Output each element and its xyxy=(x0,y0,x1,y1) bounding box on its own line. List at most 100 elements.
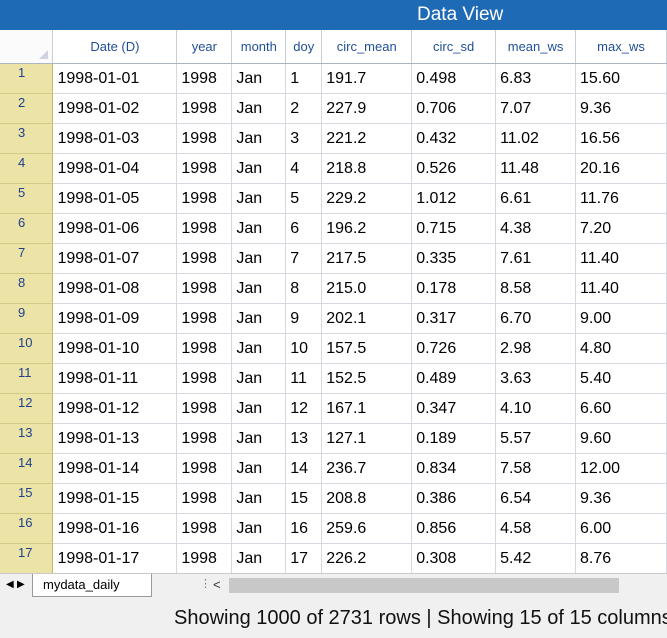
triangle-left-icon[interactable]: ◀ xyxy=(6,579,14,590)
cell-mean-ws[interactable]: 6.54 xyxy=(495,483,577,514)
horizontal-scrollbar[interactable] xyxy=(229,578,619,593)
cell-circ-sd[interactable]: 0.308 xyxy=(411,543,497,573)
cell-circ-sd[interactable]: 0.189 xyxy=(411,423,497,454)
cell-row-number[interactable]: 14 xyxy=(0,453,54,484)
cell-doy[interactable]: 12 xyxy=(285,393,323,424)
cell-circ-mean[interactable]: 202.1 xyxy=(321,303,413,334)
cell-doy[interactable]: 7 xyxy=(285,243,323,274)
cell-doy[interactable]: 16 xyxy=(285,513,323,544)
cell-year[interactable]: 1998 xyxy=(176,183,233,214)
cell-date[interactable]: 1998-01-07 xyxy=(52,243,178,274)
table-row[interactable]: 15 1998-01-15 1998 Jan 15 208.8 0.386 6.54 9.36 xyxy=(0,483,667,514)
table-row[interactable]: 17 1998-01-17 1998 Jan 17 226.2 0.308 5.42 8.76 xyxy=(0,543,667,573)
cell-date[interactable]: 1998-01-02 xyxy=(52,93,178,124)
cell-max-ws[interactable]: 9.00 xyxy=(575,303,667,334)
cell-circ-mean[interactable]: 191.7 xyxy=(321,63,413,94)
cell-mean-ws[interactable]: 7.58 xyxy=(495,453,577,484)
cell-circ-mean[interactable]: 227.9 xyxy=(321,93,413,124)
cell-date[interactable]: 1998-01-06 xyxy=(52,213,178,244)
cell-row-number[interactable]: 2 xyxy=(0,93,54,124)
cell-year[interactable]: 1998 xyxy=(176,393,233,424)
cell-year[interactable]: 1998 xyxy=(176,123,233,154)
cell-doy[interactable]: 8 xyxy=(285,273,323,304)
table-row[interactable]: 6 1998-01-06 1998 Jan 6 196.2 0.715 4.38 7.20 xyxy=(0,213,667,244)
cell-circ-mean[interactable]: 196.2 xyxy=(321,213,413,244)
cell-date[interactable]: 1998-01-15 xyxy=(52,483,178,514)
table-row[interactable]: 5 1998-01-05 1998 Jan 5 229.2 1.012 6.61 11.76 xyxy=(0,183,667,214)
cell-max-ws[interactable]: 4.80 xyxy=(575,333,667,364)
cell-month[interactable]: Jan xyxy=(231,513,287,544)
table-row[interactable]: 2 1998-01-02 1998 Jan 2 227.9 0.706 7.07 9.36 xyxy=(0,93,667,124)
cell-max-ws[interactable]: 6.60 xyxy=(575,393,667,424)
cell-month[interactable]: Jan xyxy=(231,423,287,454)
cell-month[interactable]: Jan xyxy=(231,93,287,124)
cell-month[interactable]: Jan xyxy=(231,543,287,573)
cell-circ-sd[interactable]: 0.386 xyxy=(411,483,497,514)
cell-row-number[interactable]: 16 xyxy=(0,513,54,544)
cell-mean-ws[interactable]: 2.98 xyxy=(495,333,577,364)
column-header-mean-ws[interactable]: mean_ws xyxy=(495,30,577,64)
cell-circ-sd[interactable]: 0.526 xyxy=(411,153,497,184)
cell-circ-sd[interactable]: 0.432 xyxy=(411,123,497,154)
cell-mean-ws[interactable]: 4.10 xyxy=(495,393,577,424)
cell-row-number[interactable]: 7 xyxy=(0,243,54,274)
cell-month[interactable]: Jan xyxy=(231,63,287,94)
table-row[interactable]: 13 1998-01-13 1998 Jan 13 127.1 0.189 5.57 9.60 xyxy=(0,423,667,454)
cell-doy[interactable]: 11 xyxy=(285,363,323,394)
cell-circ-mean[interactable]: 167.1 xyxy=(321,393,413,424)
cell-date[interactable]: 1998-01-10 xyxy=(52,333,178,364)
cell-year[interactable]: 1998 xyxy=(176,243,233,274)
cell-mean-ws[interactable]: 4.38 xyxy=(495,213,577,244)
cell-doy[interactable]: 14 xyxy=(285,453,323,484)
cell-month[interactable]: Jan xyxy=(231,243,287,274)
cell-circ-mean[interactable]: 208.8 xyxy=(321,483,413,514)
column-header-circ-sd[interactable]: circ_sd xyxy=(411,30,497,64)
cell-date[interactable]: 1998-01-05 xyxy=(52,183,178,214)
triangle-right-icon[interactable]: ▶ xyxy=(17,579,25,590)
cell-month[interactable]: Jan xyxy=(231,273,287,304)
cell-circ-sd[interactable]: 0.834 xyxy=(411,453,497,484)
cell-max-ws[interactable]: 11.76 xyxy=(575,183,667,214)
cell-row-number[interactable]: 9 xyxy=(0,303,54,334)
cell-max-ws[interactable]: 9.36 xyxy=(575,483,667,514)
cell-doy[interactable]: 5 xyxy=(285,183,323,214)
cell-doy[interactable]: 13 xyxy=(285,423,323,454)
data-grid[interactable]: Date (D) year month doy circ_mean circ_s… xyxy=(0,30,667,573)
table-row[interactable]: 12 1998-01-12 1998 Jan 12 167.1 0.347 4.10 6.60 xyxy=(0,393,667,424)
cell-date[interactable]: 1998-01-03 xyxy=(52,123,178,154)
cell-circ-sd[interactable]: 0.178 xyxy=(411,273,497,304)
cell-year[interactable]: 1998 xyxy=(176,273,233,304)
column-header-month[interactable]: month xyxy=(231,30,287,64)
cell-row-number[interactable]: 17 xyxy=(0,543,54,573)
cell-row-number[interactable]: 8 xyxy=(0,273,54,304)
cell-max-ws[interactable]: 20.16 xyxy=(575,153,667,184)
cell-mean-ws[interactable]: 11.48 xyxy=(495,153,577,184)
cell-mean-ws[interactable]: 7.61 xyxy=(495,243,577,274)
cell-month[interactable]: Jan xyxy=(231,483,287,514)
cell-doy[interactable]: 3 xyxy=(285,123,323,154)
cell-row-number[interactable]: 11 xyxy=(0,363,54,394)
cell-max-ws[interactable]: 11.40 xyxy=(575,243,667,274)
cell-year[interactable]: 1998 xyxy=(176,543,233,573)
cell-date[interactable]: 1998-01-16 xyxy=(52,513,178,544)
cell-doy[interactable]: 1 xyxy=(285,63,323,94)
cell-max-ws[interactable]: 6.00 xyxy=(575,513,667,544)
cell-circ-mean[interactable]: 259.6 xyxy=(321,513,413,544)
cell-date[interactable]: 1998-01-04 xyxy=(52,153,178,184)
cell-date[interactable]: 1998-01-11 xyxy=(52,363,178,394)
cell-doy[interactable]: 9 xyxy=(285,303,323,334)
cell-circ-sd[interactable]: 0.498 xyxy=(411,63,497,94)
cell-date[interactable]: 1998-01-14 xyxy=(52,453,178,484)
cell-doy[interactable]: 4 xyxy=(285,153,323,184)
table-row[interactable]: 1 1998-01-01 1998 Jan 1 191.7 0.498 6.83 15.60 xyxy=(0,63,667,94)
cell-circ-mean[interactable]: 215.0 xyxy=(321,273,413,304)
cell-circ-sd[interactable]: 0.715 xyxy=(411,213,497,244)
cell-doy[interactable]: 15 xyxy=(285,483,323,514)
cell-circ-sd[interactable]: 0.726 xyxy=(411,333,497,364)
cell-circ-sd[interactable]: 0.706 xyxy=(411,93,497,124)
cell-circ-sd[interactable]: 0.347 xyxy=(411,393,497,424)
cell-month[interactable]: Jan xyxy=(231,303,287,334)
cell-mean-ws[interactable]: 11.02 xyxy=(495,123,577,154)
cell-year[interactable]: 1998 xyxy=(176,363,233,394)
cell-circ-mean[interactable]: 157.5 xyxy=(321,333,413,364)
